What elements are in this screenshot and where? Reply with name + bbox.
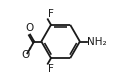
Text: O: O — [25, 23, 33, 33]
Text: O: O — [21, 50, 29, 60]
Text: F: F — [48, 9, 54, 19]
Text: NH₂: NH₂ — [87, 37, 107, 46]
Text: F: F — [48, 64, 54, 74]
